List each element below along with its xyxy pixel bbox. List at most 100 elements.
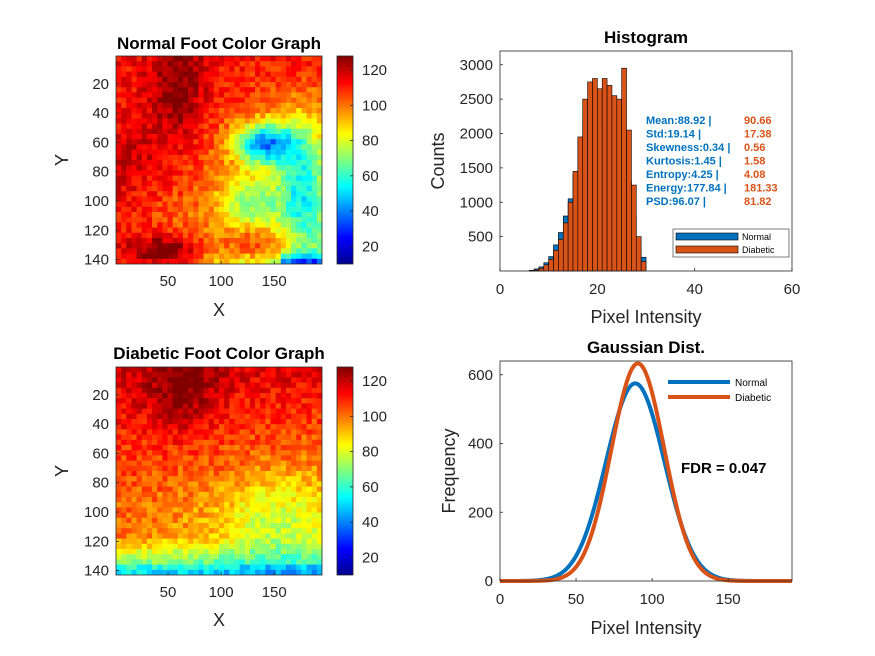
diabetic-heatmap-cell: [157, 564, 163, 571]
diabetic-heatmap-cell: [275, 569, 282, 575]
diabetic-heatmap-cell: [167, 543, 174, 550]
diabetic-heatmap-cell: [280, 569, 287, 575]
diabetic-heatmap-cell: [306, 429, 313, 435]
normal-heatmap-cell: [121, 61, 127, 67]
diabetic-heatmap-cell: [116, 434, 122, 441]
normal-heatmap-cell: [136, 258, 143, 264]
normal-heatmap-cell: [131, 149, 137, 156]
normal-heatmap-cell: [270, 191, 277, 197]
diabetic-heatmap-cell: [126, 377, 132, 383]
normal-heatmap-cell: [136, 212, 143, 218]
diabetic-heatmap-cell: [306, 372, 313, 378]
diabetic-heatmap-cell: [213, 424, 220, 430]
diabetic-heatmap-cell: [275, 398, 282, 404]
diabetic-heatmap-cell: [296, 523, 302, 529]
normal-heatmap-cell: [219, 227, 225, 234]
diabetic-heatmap-cell: [306, 517, 313, 524]
normal-heatmap-cell: [265, 118, 271, 124]
normal-heatmap-cell: [239, 165, 246, 171]
normal-heatmap-cell: [285, 97, 292, 104]
diabetic-heatmap-cell: [182, 377, 189, 383]
diabetic-heatmap-cell: [234, 471, 240, 477]
diabetic-heatmap-cell: [291, 523, 297, 529]
normal-heatmap-cell: [244, 217, 251, 223]
diabetic-heatmap-cell: [121, 408, 127, 415]
diabetic-heatmap-cell: [162, 398, 168, 404]
diabetic-heatmap-cell: [167, 554, 174, 560]
histogram-stat-diabetic: 90.66: [744, 115, 772, 127]
diabetic-heatmap-cell: [265, 387, 271, 394]
normal-heatmap-cell: [203, 56, 210, 62]
normal-heatmap-cell: [260, 191, 266, 197]
diabetic-heatmap-cell: [182, 523, 189, 529]
normal-heatmap-cell: [296, 76, 302, 83]
diabetic-heatmap-cell: [193, 387, 199, 394]
normal-heatmap-cell: [249, 66, 256, 72]
normal-heatmap-cell: [296, 134, 302, 140]
diabetic-heatmap-cell: [306, 476, 313, 482]
diabetic-heatmap-cell: [136, 413, 143, 420]
normal-heatmap-cell: [188, 165, 194, 171]
diabetic-heatmap-cell: [311, 486, 318, 493]
normal-heatmap-cell: [219, 61, 225, 67]
diabetic-heatmap-cell: [121, 398, 127, 404]
normal-heatmap-cell: [167, 253, 174, 260]
normal-heatmap-cell: [157, 217, 163, 223]
normal-heatmap-cell: [280, 238, 287, 244]
diabetic-heatmap-cell: [116, 419, 122, 425]
diabetic-heatmap-cell: [224, 377, 230, 383]
normal-heatmap-cell: [260, 113, 266, 119]
normal-heatmap-cell: [239, 61, 246, 67]
diabetic-heatmap-cell: [126, 517, 132, 524]
diabetic-heatmap-cell: [244, 517, 251, 524]
diabetic-heatmap-cell: [306, 387, 313, 394]
normal-heatmap-cell: [316, 92, 322, 98]
diabetic-heatmap-cell: [146, 538, 153, 545]
normal-heatmap-cell: [270, 165, 277, 171]
diabetic-heatmap-cell: [239, 569, 246, 575]
normal-heatmap-cell: [260, 201, 266, 208]
diabetic-heatmap-cell: [285, 450, 292, 456]
diabetic-heatmap-cell: [182, 419, 189, 425]
diabetic-heatmap-cell: [239, 455, 246, 461]
normal-heatmap-cell: [198, 232, 204, 239]
normal-heatmap-cell: [301, 113, 307, 119]
normal-heatmap-cell: [146, 123, 153, 130]
normal-heatmap-cell: [146, 66, 153, 72]
normal-heatmap-cell: [275, 118, 282, 124]
diabetic-heatmap-cell: [157, 377, 163, 383]
diabetic-heatmap-cell: [296, 429, 302, 435]
normal-heatmap-cell: [234, 165, 240, 171]
diabetic-heatmap-cell: [162, 439, 168, 446]
normal-heatmap-cell: [146, 160, 153, 166]
diabetic-heatmap-cell: [152, 434, 158, 441]
diabetic-heatmap-cell: [244, 419, 251, 425]
diabetic-heatmap-cell: [188, 424, 194, 430]
diabetic-heatmap-cell: [255, 569, 261, 575]
diabetic-heatmap-cell: [131, 502, 137, 508]
normal-heatmap-cell: [224, 123, 230, 130]
normal-heatmap-cell: [275, 149, 282, 156]
normal-heatmap-cell: [275, 154, 282, 161]
diabetic-heatmap-cell: [162, 528, 168, 534]
normal-heatmap-cell: [213, 87, 220, 93]
diabetic-heatmap-cell: [229, 497, 235, 503]
normal-heatmap-cell: [121, 82, 127, 88]
normal-heatmap-cell: [203, 108, 210, 114]
normal-heatmap-cell: [306, 66, 313, 72]
diabetic-heatmap-cell: [285, 434, 292, 441]
normal-heatmap-cell: [219, 118, 225, 124]
diabetic-heatmap-cell: [182, 445, 189, 451]
diabetic-heatmap-cell: [260, 393, 266, 399]
diabetic-heatmap-cell: [244, 450, 251, 456]
normal-heatmap-cell: [301, 186, 307, 192]
diabetic-heatmap-cell: [239, 538, 246, 545]
normal-heatmap-cell: [249, 253, 256, 260]
diabetic-heatmap-cell: [301, 533, 307, 539]
diabetic-heatmap-cell: [285, 512, 292, 519]
normal-heatmap-cell: [126, 201, 132, 208]
diabetic-heatmap-cell: [275, 528, 282, 534]
normal-heatmap-cell: [208, 76, 215, 83]
diabetic-heatmap-cell: [239, 559, 246, 565]
histogram-title: Histogram: [604, 28, 688, 47]
